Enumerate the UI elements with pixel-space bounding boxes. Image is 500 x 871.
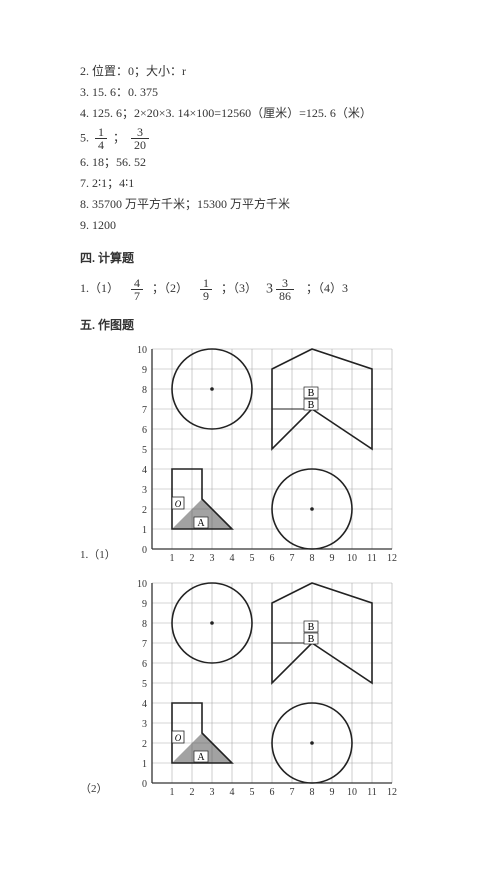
calc-q1: 1.（1） 4 7 ；（2） 1 9 ；（3） 3 3 86 ；（4）3 [80,277,420,302]
svg-text:5: 5 [142,679,147,690]
svg-text:1: 1 [142,525,147,536]
a5-frac1-d: 4 [95,139,107,151]
svg-text:10: 10 [347,787,357,798]
svg-text:7: 7 [290,553,295,564]
svg-text:10: 10 [137,345,147,356]
svg-text:7: 7 [290,787,295,798]
svg-text:O: O [175,733,182,743]
answer-4: 4. 125. 6；2×20×3. 14×100=12560（厘米）=125. … [80,104,420,123]
answer-6: 6. 18；56. 52 [80,153,420,172]
svg-text:3: 3 [210,787,215,798]
svg-text:2: 2 [142,739,147,750]
calc-p3: ；（3） [221,281,257,295]
answer-2: 2. 位置：0；大小：r [80,62,420,81]
svg-text:5: 5 [250,553,255,564]
answer-3: 3. 15. 6：0. 375 [80,83,420,102]
a5-frac2: 3 20 [131,126,149,151]
svg-text:2: 2 [142,505,147,516]
svg-text:7: 7 [142,639,147,650]
svg-text:3: 3 [142,485,147,496]
a5-frac2-n: 3 [131,126,149,139]
svg-text:1: 1 [142,759,147,770]
svg-text:11: 11 [367,787,377,798]
calc-m3-n: 3 [276,277,294,290]
svg-text:9: 9 [142,599,147,610]
svg-text:4: 4 [142,699,147,710]
a5-sep: ； [113,130,125,144]
a5-frac1-n: 1 [95,126,107,139]
svg-text:8: 8 [142,619,147,630]
svg-text:4: 4 [230,787,235,798]
svg-text:10: 10 [347,553,357,564]
svg-text:7: 7 [142,405,147,416]
answer-9: 9. 1200 [80,216,420,235]
svg-text:4: 4 [142,465,147,476]
calc-p1: 1.（1） [80,281,119,295]
svg-text:5: 5 [142,445,147,456]
svg-text:11: 11 [367,553,377,564]
svg-text:A: A [197,752,205,763]
section-4-title: 四. 计算题 [80,249,420,268]
svg-text:12: 12 [387,553,397,564]
calc-m3-w: 3 [266,281,273,296]
svg-text:B: B [308,622,315,633]
svg-text:A: A [197,518,205,529]
figure-1-row: 1.（1） 123456789101112012345678910BBAO [80,343,420,565]
svg-text:1: 1 [170,553,175,564]
svg-text:4: 4 [230,553,235,564]
svg-text:6: 6 [142,425,147,436]
answer-7: 7. 2∶1；4∶1 [80,174,420,193]
svg-text:B: B [308,400,315,411]
svg-text:10: 10 [137,579,147,590]
figure-2-svg-holder: 123456789101112012345678910BBAO [128,577,398,799]
svg-text:O: O [175,499,182,509]
figure-1-svg-holder: 123456789101112012345678910BBAO [128,343,398,565]
calc-f2-n: 1 [200,277,212,290]
svg-text:9: 9 [330,787,335,798]
svg-text:9: 9 [142,365,147,376]
calc-m3: 3 3 86 [266,277,297,302]
svg-text:0: 0 [142,545,147,556]
svg-text:8: 8 [310,553,315,564]
section-5-title: 五. 作图题 [80,316,420,335]
figure-2-row: （2） 123456789101112012345678910BBAO [80,577,420,799]
answer-8: 8. 35700 万平方千米；15300 万平方千米 [80,195,420,214]
svg-text:8: 8 [310,787,315,798]
svg-text:0: 0 [142,779,147,790]
a5-prefix: 5. [80,130,89,144]
svg-text:6: 6 [270,787,275,798]
svg-text:5: 5 [250,787,255,798]
svg-text:B: B [308,634,315,645]
calc-f2: 1 9 [200,277,212,302]
figure-2-label: （2） [80,781,128,799]
calc-p4: ；（4）3 [306,281,348,295]
answer-5: 5. 1 4 ； 3 20 [80,126,420,151]
svg-text:B: B [308,388,315,399]
svg-text:2: 2 [190,553,195,564]
svg-text:3: 3 [210,553,215,564]
calc-f1: 4 7 [131,277,143,302]
a5-frac2-d: 20 [131,139,149,151]
svg-text:3: 3 [142,719,147,730]
calc-f1-d: 7 [131,290,143,302]
calc-f1-n: 4 [131,277,143,290]
calc-p2: ；（2） [152,281,188,295]
svg-text:9: 9 [330,553,335,564]
svg-text:8: 8 [142,385,147,396]
a5-frac1: 1 4 [95,126,107,151]
calc-m3-d: 86 [276,290,294,302]
svg-text:1: 1 [170,787,175,798]
calc-f2-d: 9 [200,290,212,302]
svg-text:2: 2 [190,787,195,798]
figure-1-label: 1.（1） [80,547,128,565]
svg-text:6: 6 [142,659,147,670]
svg-text:6: 6 [270,553,275,564]
svg-text:12: 12 [387,787,397,798]
